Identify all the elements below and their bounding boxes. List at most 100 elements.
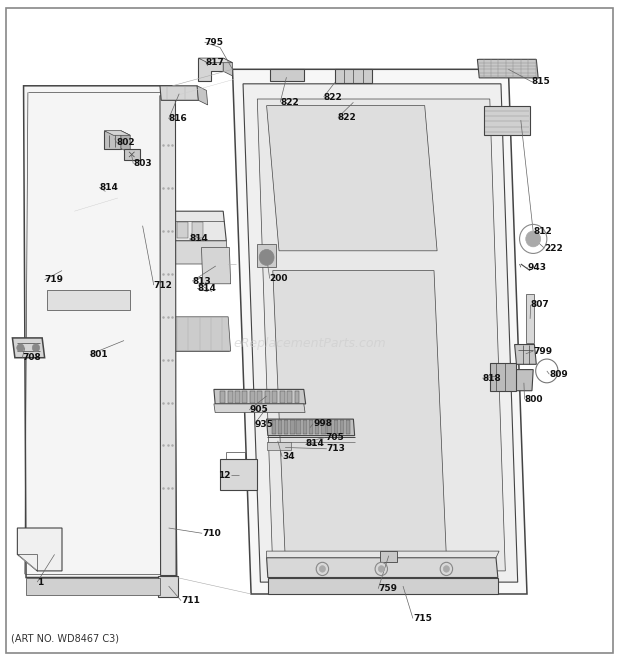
Polygon shape	[130, 222, 141, 238]
Circle shape	[443, 566, 449, 572]
Polygon shape	[197, 86, 208, 105]
Polygon shape	[272, 391, 277, 403]
Polygon shape	[250, 391, 255, 403]
Polygon shape	[146, 222, 157, 238]
Text: 799: 799	[533, 346, 552, 356]
Polygon shape	[335, 69, 372, 82]
Circle shape	[378, 566, 384, 572]
Text: (ART NO. WD8467 C3): (ART NO. WD8467 C3)	[11, 634, 119, 644]
Polygon shape	[46, 211, 74, 330]
Polygon shape	[73, 211, 226, 241]
Polygon shape	[202, 248, 231, 284]
Text: 800: 800	[525, 395, 543, 404]
Polygon shape	[512, 370, 533, 391]
Text: 34: 34	[282, 452, 294, 461]
Polygon shape	[50, 241, 68, 253]
Text: 803: 803	[133, 159, 152, 168]
Text: 809: 809	[549, 370, 568, 379]
Polygon shape	[287, 391, 292, 403]
Polygon shape	[272, 420, 276, 434]
Text: 795: 795	[205, 38, 224, 47]
Text: 712: 712	[154, 280, 172, 290]
Polygon shape	[294, 391, 299, 403]
Text: 12: 12	[218, 471, 231, 480]
Text: 817: 817	[206, 57, 224, 67]
Polygon shape	[280, 391, 285, 403]
Polygon shape	[232, 69, 527, 594]
Polygon shape	[334, 420, 338, 434]
Text: 705: 705	[325, 433, 343, 442]
Text: 814: 814	[305, 439, 324, 448]
Polygon shape	[198, 58, 223, 81]
Polygon shape	[104, 131, 130, 135]
Polygon shape	[160, 86, 198, 100]
Polygon shape	[267, 558, 498, 578]
Polygon shape	[296, 420, 301, 434]
Polygon shape	[50, 330, 229, 351]
Polygon shape	[273, 271, 446, 558]
Polygon shape	[346, 420, 350, 434]
Circle shape	[17, 344, 24, 352]
Polygon shape	[161, 222, 172, 238]
Polygon shape	[26, 578, 160, 595]
Polygon shape	[270, 69, 304, 81]
Text: 759: 759	[378, 584, 397, 593]
Polygon shape	[267, 419, 355, 436]
Polygon shape	[56, 330, 81, 343]
Polygon shape	[242, 391, 247, 403]
Text: 1: 1	[37, 578, 43, 587]
Text: 710: 710	[202, 529, 221, 538]
Polygon shape	[284, 420, 288, 434]
Polygon shape	[265, 391, 270, 403]
Polygon shape	[340, 420, 344, 434]
Polygon shape	[50, 280, 68, 292]
Polygon shape	[84, 222, 95, 238]
Polygon shape	[321, 420, 326, 434]
Polygon shape	[515, 345, 536, 364]
Polygon shape	[198, 58, 232, 63]
Polygon shape	[235, 391, 240, 403]
Polygon shape	[257, 99, 505, 571]
Text: 815: 815	[532, 77, 551, 86]
Text: 200: 200	[270, 274, 288, 283]
Text: 814: 814	[99, 183, 118, 192]
Polygon shape	[267, 442, 291, 450]
Polygon shape	[17, 528, 62, 571]
Text: 935: 935	[254, 420, 273, 429]
Text: 812: 812	[533, 227, 552, 236]
Polygon shape	[484, 106, 530, 135]
Text: 802: 802	[117, 138, 135, 147]
Polygon shape	[243, 84, 518, 582]
Text: 905: 905	[249, 405, 268, 414]
Polygon shape	[267, 106, 437, 251]
Polygon shape	[290, 420, 294, 434]
Polygon shape	[50, 221, 68, 233]
Polygon shape	[160, 96, 176, 576]
Circle shape	[526, 231, 541, 247]
Polygon shape	[257, 244, 276, 267]
Text: 998: 998	[313, 419, 332, 428]
Polygon shape	[104, 131, 121, 148]
Polygon shape	[303, 420, 307, 434]
Polygon shape	[192, 222, 203, 238]
Polygon shape	[121, 131, 130, 153]
Polygon shape	[214, 404, 305, 412]
Polygon shape	[50, 261, 68, 273]
Polygon shape	[50, 300, 68, 312]
Text: 715: 715	[413, 614, 432, 623]
Text: 822: 822	[338, 113, 356, 122]
Polygon shape	[268, 578, 498, 594]
Text: eReplacementParts.com: eReplacementParts.com	[234, 337, 386, 350]
Polygon shape	[228, 391, 232, 403]
Polygon shape	[177, 222, 188, 238]
Polygon shape	[158, 576, 178, 597]
Text: 813: 813	[192, 277, 211, 286]
Polygon shape	[46, 290, 130, 310]
Circle shape	[319, 566, 326, 572]
Polygon shape	[267, 551, 499, 558]
Polygon shape	[526, 294, 534, 343]
Circle shape	[259, 249, 274, 265]
Polygon shape	[490, 363, 516, 391]
Polygon shape	[99, 222, 110, 238]
Polygon shape	[315, 420, 319, 434]
